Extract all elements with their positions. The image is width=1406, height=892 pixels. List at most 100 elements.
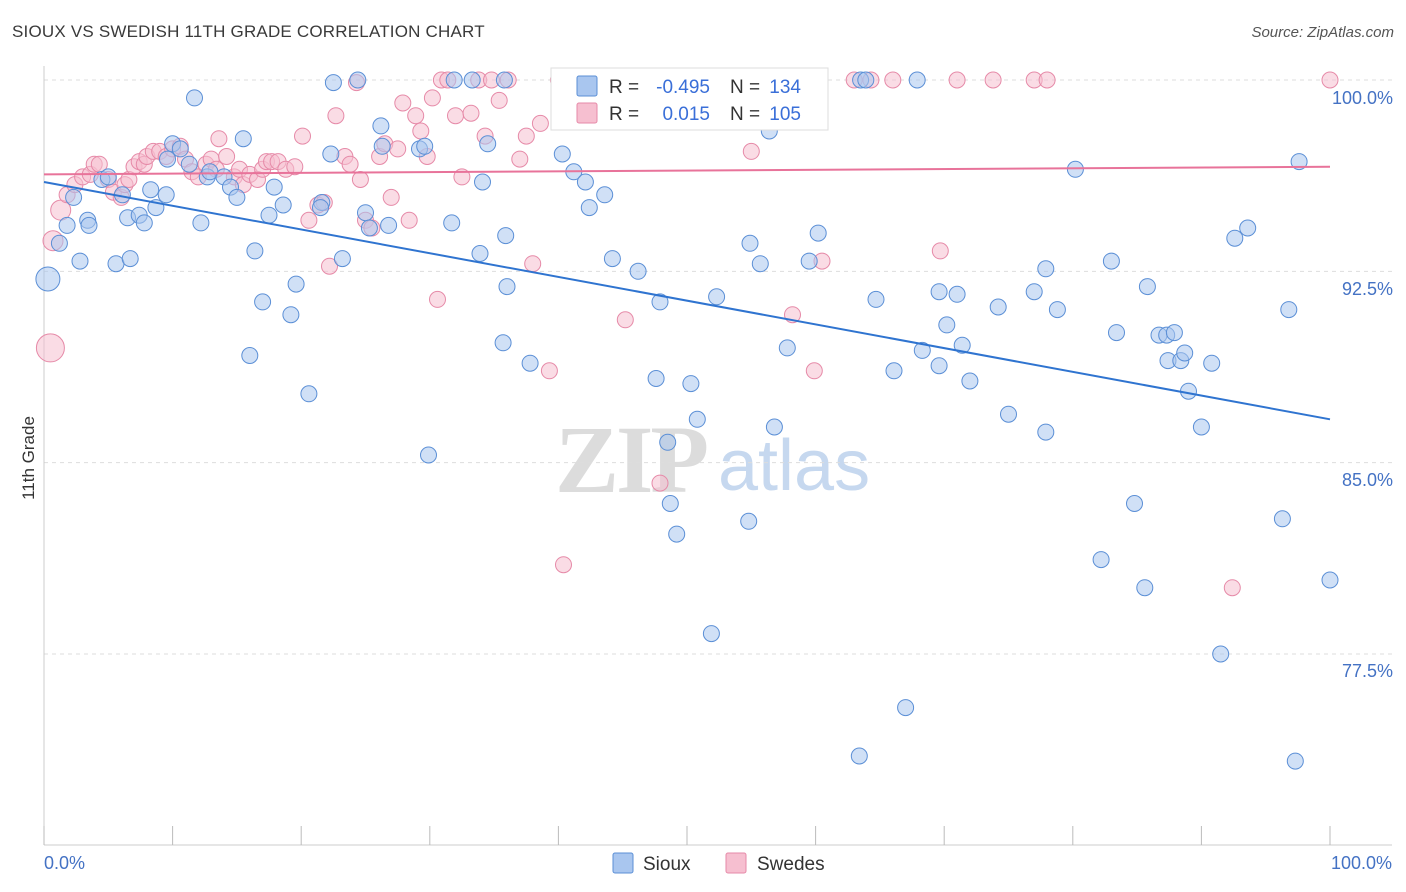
sioux-point — [1092, 551, 1110, 569]
sioux-point — [1239, 219, 1257, 237]
swedes-point — [321, 257, 338, 275]
sioux-point — [322, 145, 340, 163]
y-tick-label-77-5: 77.5% — [1342, 661, 1393, 681]
sioux-point — [373, 137, 391, 155]
sioux-point — [35, 266, 61, 292]
sioux-point — [708, 288, 726, 306]
sioux-point — [1226, 229, 1244, 247]
chart-title: SIOUX VS SWEDISH 11TH GRADE CORRELATION … — [12, 22, 485, 41]
legend-swatch-sioux — [612, 852, 634, 874]
sioux-trend-line — [43, 181, 1331, 421]
sioux-point — [603, 250, 621, 268]
sioux-point — [99, 168, 117, 186]
y-tick-label-85: 85.0% — [1342, 470, 1393, 490]
sioux-point — [948, 285, 966, 303]
swedes-point — [524, 255, 542, 273]
sioux-point — [1138, 278, 1156, 296]
sioux-point — [135, 214, 153, 232]
sioux-points — [35, 71, 1339, 770]
sioux-point — [659, 433, 677, 451]
sioux-point — [234, 130, 252, 148]
sioux-point — [445, 71, 463, 89]
sioux-point — [254, 293, 272, 311]
sioux-point — [913, 341, 931, 359]
sioux-point — [201, 163, 219, 181]
sioux-point — [380, 216, 398, 234]
sioux-point — [1048, 301, 1066, 319]
swedes-point — [423, 89, 441, 107]
swedes-point — [400, 211, 418, 229]
swedes-point — [412, 122, 430, 140]
swedes-point — [300, 211, 318, 229]
swedes-point — [429, 290, 446, 308]
sioux-point — [159, 150, 176, 168]
swedes-point — [327, 107, 345, 125]
sioux-point — [443, 214, 461, 232]
sioux-r-value: -0.495 — [656, 77, 710, 98]
sioux-point — [867, 290, 885, 308]
swedes-point — [210, 130, 228, 148]
sioux-point — [1176, 344, 1194, 362]
sioux-point — [1192, 418, 1210, 436]
swedes-r-value: 0.015 — [662, 104, 710, 125]
swedes-point — [447, 107, 464, 125]
swedes-point — [351, 171, 369, 188]
swedes-point — [1038, 71, 1056, 89]
sioux-point — [241, 347, 259, 364]
sioux-point — [50, 234, 68, 252]
sioux-point — [740, 512, 758, 530]
y-axis-title: 11th Grade — [19, 416, 38, 500]
chart-source: Source: ZipAtlas.com — [1251, 24, 1394, 41]
swedes-point — [382, 188, 400, 206]
sioux-point — [58, 216, 76, 234]
sioux-point — [553, 145, 571, 163]
sioux-point — [142, 181, 160, 199]
sioux-point — [1212, 645, 1230, 663]
sioux-point — [1280, 301, 1298, 319]
sioux-point — [300, 385, 318, 403]
sioux-point — [357, 204, 374, 222]
swedes-legend-swatch — [576, 102, 598, 124]
sioux-point — [1321, 571, 1339, 589]
watermark-zip: ZIP — [555, 406, 706, 513]
swedes-point — [805, 362, 823, 380]
sioux-point — [495, 71, 513, 89]
sioux-point — [333, 250, 351, 268]
series-legend: Sioux Swedes — [612, 852, 825, 875]
swedes-point — [35, 333, 65, 363]
swedes-points — [35, 71, 1339, 597]
sioux-point — [349, 71, 367, 89]
sioux-point — [479, 135, 497, 153]
sioux-point — [800, 252, 818, 270]
sioux-point — [1102, 252, 1120, 270]
sioux-point — [1108, 324, 1125, 342]
watermark: ZIP atlas — [555, 406, 870, 513]
sioux-point — [121, 250, 139, 268]
swedes-point — [407, 107, 425, 125]
swedes-point — [294, 127, 311, 145]
sioux-point — [1165, 324, 1183, 342]
sioux-point — [596, 186, 614, 204]
sioux-point — [265, 178, 283, 196]
sioux-point — [938, 316, 956, 334]
sioux-point — [850, 747, 868, 765]
sioux-point — [360, 219, 378, 237]
sioux-point — [1290, 153, 1308, 171]
sioux-point — [1286, 752, 1304, 770]
swedes-point — [742, 142, 760, 160]
sioux-point — [647, 370, 665, 387]
sioux-point — [961, 372, 979, 390]
sioux-point — [521, 354, 539, 372]
sioux-point — [1273, 510, 1291, 528]
sioux-point — [885, 362, 903, 380]
sioux-point — [682, 375, 700, 393]
swedes-point — [286, 158, 304, 176]
swedes-point — [394, 94, 412, 112]
sioux-point — [809, 224, 827, 242]
swedes-r-label: R = — [609, 104, 639, 125]
trend-lines — [43, 165, 1331, 421]
sioux-point — [246, 242, 264, 260]
swedes-point — [1223, 579, 1241, 597]
swedes-point — [490, 91, 508, 109]
swedes-point — [218, 148, 236, 165]
